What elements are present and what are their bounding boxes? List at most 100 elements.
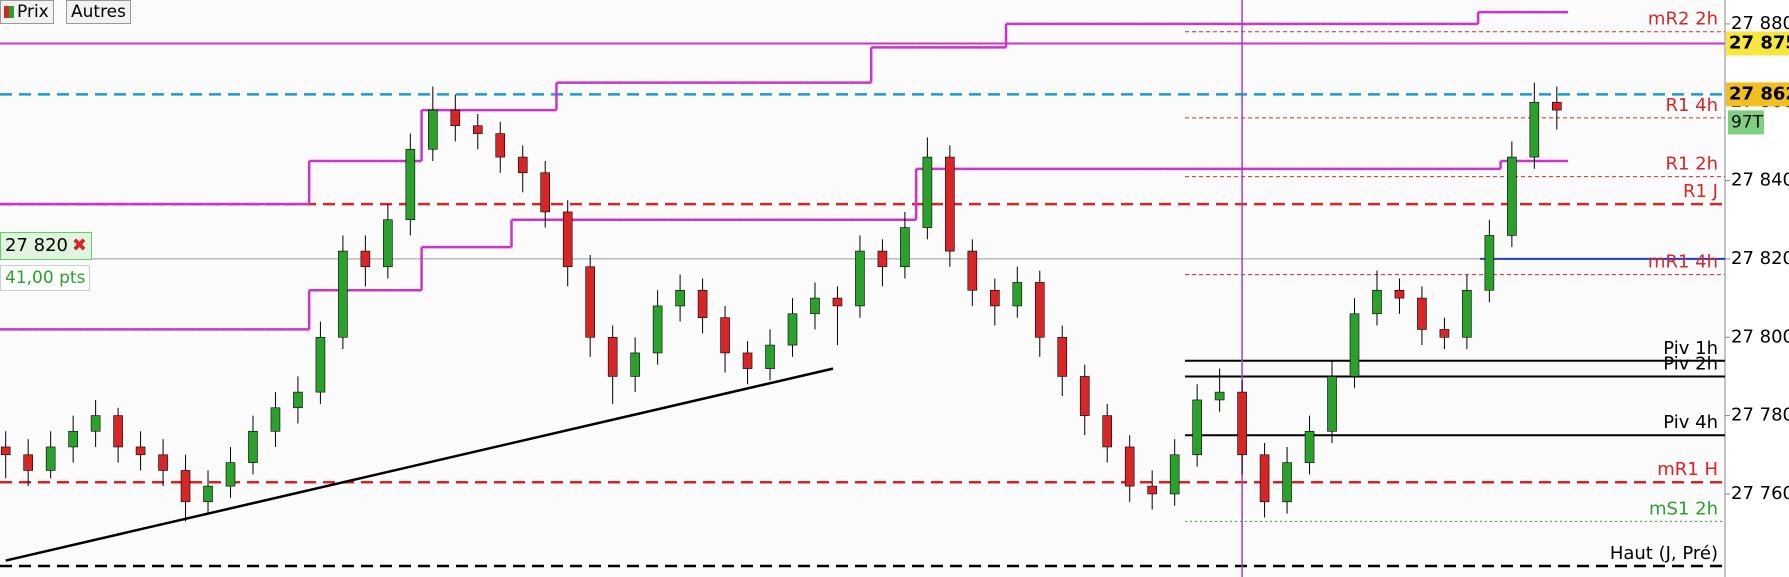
candle-body (472, 125, 483, 134)
candle-body (1327, 376, 1337, 432)
candle-body (990, 289, 1000, 307)
candle-body (180, 470, 191, 503)
badge-label: 27 862 (1729, 83, 1789, 104)
y-tick-label: 27 800 (1731, 326, 1789, 347)
candle-body (900, 227, 910, 268)
candle-body (1124, 446, 1135, 487)
level-label: Piv 4h (1663, 412, 1718, 433)
candle-body (405, 148, 416, 221)
candle-body (720, 317, 730, 354)
candle-body (315, 336, 326, 393)
candle-body (945, 156, 955, 252)
candle-body (1192, 399, 1202, 456)
candle-body (765, 344, 775, 369)
candle-body (652, 305, 663, 354)
candle-body (1484, 235, 1495, 291)
candle-body (877, 250, 888, 268)
y-tick-label: 27 820 (1731, 248, 1789, 269)
candle-body (1259, 454, 1270, 503)
level-label: mS1 2h (1649, 498, 1718, 519)
candle-body (45, 446, 56, 471)
candle-body (23, 454, 33, 471)
candle-body (1012, 282, 1023, 307)
candle-body (1417, 297, 1427, 330)
candle-body (585, 266, 595, 338)
candle-body (517, 156, 528, 174)
level-label: Piv 2h (1663, 353, 1718, 374)
candle-body (787, 313, 798, 346)
candle-body (248, 430, 258, 463)
candle-body (922, 156, 933, 228)
position-box[interactable]: 27 820 ✖ (0, 232, 92, 260)
icon (4, 6, 14, 18)
position-price: 27 820 (5, 235, 68, 256)
position-pts: 41,00 pts (0, 265, 91, 291)
candle-body (338, 250, 348, 338)
y-tick-label: 27 880 (1731, 13, 1789, 34)
candle-body (270, 407, 281, 432)
candle-body (203, 485, 213, 503)
candle-body (450, 109, 461, 127)
candle-body (225, 462, 236, 487)
candle-body (293, 391, 303, 409)
candle-body (697, 289, 708, 318)
candle-body (1147, 485, 1157, 495)
candle-body (1169, 454, 1180, 495)
candle-body (1462, 289, 1472, 338)
tab-prix[interactable]: Prix (0, 0, 54, 24)
level-label: Piv 1h (1663, 338, 1718, 359)
candle-body (360, 250, 371, 268)
candle-body (1304, 430, 1315, 463)
tab-autres[interactable]: Autres (66, 0, 132, 24)
candle-body (135, 446, 146, 456)
candle-body (158, 454, 168, 471)
candle-body (1439, 329, 1450, 338)
candle-body (1214, 391, 1225, 401)
y-tick-label: 27 780 (1731, 405, 1789, 426)
candle-body (675, 289, 685, 307)
candle-body (1394, 289, 1405, 299)
candle-body (113, 415, 123, 448)
candle-body (495, 133, 506, 158)
candle-body (1372, 289, 1382, 315)
badge-label: 27 875 (1729, 32, 1789, 53)
candle-body (1034, 282, 1045, 338)
candle-body (540, 172, 551, 213)
candle-body (967, 250, 978, 291)
candle-body (1529, 101, 1540, 158)
candle-body (832, 297, 843, 307)
candle-body (1102, 415, 1113, 448)
status-label: 97T (1731, 112, 1764, 132)
candle-body (428, 109, 438, 150)
candle-body (855, 250, 865, 307)
status-badge (1728, 110, 1764, 135)
candle-body (90, 415, 101, 432)
candle-body (1079, 376, 1090, 416)
level-label: mR1 4h (1648, 252, 1718, 273)
level-label: mR2 2h (1648, 9, 1718, 30)
price-badge (1726, 82, 1789, 107)
close-icon[interactable]: ✖ (71, 235, 87, 256)
trendline (5, 367, 834, 562)
candle-body (810, 297, 820, 315)
candle-body (1282, 462, 1292, 503)
price-badge (1726, 31, 1789, 56)
level-label: R1 J (1683, 181, 1718, 202)
candle-body (1349, 313, 1360, 377)
level-label: R1 2h (1665, 154, 1718, 175)
candle-body (0, 446, 11, 456)
candle-body (562, 211, 573, 268)
level-label: R1 4h (1665, 95, 1718, 116)
candle-body (383, 219, 393, 268)
candle-body (1507, 156, 1517, 236)
candle-body (1552, 101, 1562, 111)
candle-body (1237, 391, 1247, 456)
level-label: Haut (J, Pré) (1610, 543, 1718, 564)
candle-body (607, 336, 618, 377)
y-tick-label: 27 840 (1731, 170, 1789, 191)
candle-body (1057, 336, 1068, 377)
level-label: mR1 H (1657, 459, 1718, 480)
tab-label: Prix (17, 2, 49, 22)
